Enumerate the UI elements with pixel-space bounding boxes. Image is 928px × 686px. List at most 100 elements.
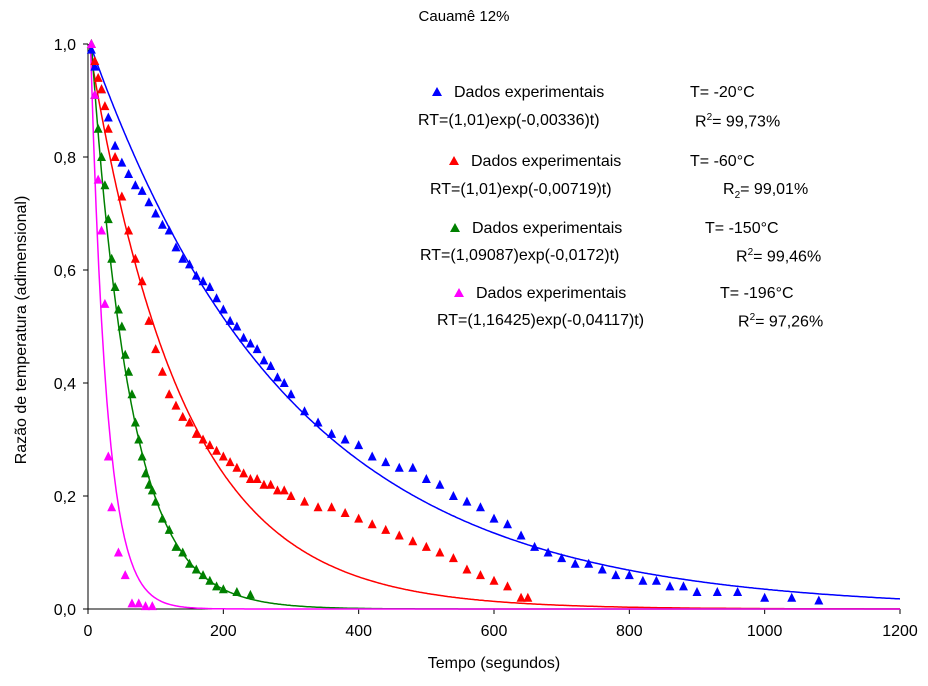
- data-point-series-3: [198, 570, 208, 580]
- y-tick-label: 0,8: [54, 150, 76, 167]
- x-tick-label: 1200: [882, 623, 918, 640]
- data-point-series-2: [327, 502, 337, 512]
- legend-equation: RT=(1,01)exp(-0,00336)t): [418, 112, 600, 129]
- data-point-series-2: [232, 462, 242, 472]
- legend-series-name: Dados experimentais: [472, 220, 623, 237]
- data-point-series-2: [245, 474, 255, 484]
- legend-temperature: T= -60°C: [690, 153, 755, 170]
- data-point-series-2: [408, 536, 418, 546]
- data-point-series-4: [141, 601, 151, 611]
- data-point-series-1: [543, 547, 553, 557]
- data-point-series-1: [164, 225, 174, 235]
- data-point-series-3: [110, 281, 120, 291]
- x-tick-label: 1000: [747, 623, 783, 640]
- data-point-series-1: [259, 355, 269, 365]
- data-point-series-1: [354, 440, 364, 450]
- data-point-series-2: [272, 485, 282, 495]
- data-point-series-1: [733, 587, 743, 597]
- x-tick-label: 0: [84, 623, 93, 640]
- data-point-series-2: [151, 344, 161, 354]
- legend-temperature: T= -150°C: [705, 220, 779, 237]
- r2-label: R: [723, 181, 735, 198]
- legend-series-name: Dados experimentais: [476, 285, 627, 302]
- legend-entry-series-4: Dados experimentais: [454, 285, 626, 303]
- data-point-series-2: [239, 468, 249, 478]
- data-point-series-1: [665, 581, 675, 591]
- data-point-series-3: [185, 558, 194, 568]
- data-point-series-2: [489, 575, 499, 585]
- data-point-series-3: [137, 451, 147, 461]
- data-point-series-3: [107, 253, 117, 263]
- data-point-series-1: [448, 491, 458, 500]
- data-point-series-1: [239, 332, 249, 342]
- x-tick-label: 800: [616, 623, 643, 640]
- data-point-series-1: [570, 558, 580, 568]
- data-point-series-1: [381, 457, 391, 467]
- x-axis-label: Tempo (segundos): [427, 655, 561, 672]
- data-point-series-1: [198, 276, 208, 286]
- data-point-series-1: [144, 197, 154, 207]
- legend-equation: RT=(1,16425)exp(-0,04117)t): [437, 312, 645, 329]
- data-point-series-3: [212, 581, 222, 591]
- data-point-series-2: [462, 564, 472, 574]
- data-point-series-1: [503, 519, 513, 529]
- data-point-series-4: [107, 502, 117, 512]
- r2-value: = 97,26%: [755, 313, 824, 331]
- data-point-series-3: [245, 589, 255, 599]
- data-point-series-1: [814, 595, 824, 605]
- data-point-series-2: [117, 191, 127, 201]
- data-point-series-1: [266, 361, 276, 371]
- data-point-series-4: [127, 598, 137, 608]
- r2-label: R: [736, 248, 748, 266]
- x-tick-label: 200: [210, 623, 237, 640]
- r2-script: 2: [749, 312, 756, 323]
- data-point-series-3: [151, 496, 161, 506]
- data-point-series-3: [93, 123, 103, 133]
- data-point-series-3: [144, 479, 154, 489]
- data-point-series-3: [134, 434, 144, 444]
- data-point-series-2: [198, 434, 208, 444]
- legend-series-name: Dados experimentais: [454, 84, 605, 101]
- legend-temperature: T= -20°C: [690, 84, 755, 101]
- data-point-series-1: [178, 253, 188, 263]
- data-point-series-1: [597, 564, 607, 574]
- r2-script: 2: [734, 190, 741, 202]
- data-point-series-1: [232, 321, 242, 331]
- data-point-series-2: [164, 389, 174, 399]
- data-point-series-1: [225, 315, 235, 325]
- data-point-series-1: [130, 180, 140, 190]
- data-point-series-1: [462, 496, 472, 506]
- data-point-series-1: [624, 570, 634, 580]
- data-point-series-2: [157, 366, 167, 376]
- data-point-series-3: [191, 564, 201, 574]
- y-tick-label: 0,0: [54, 602, 76, 619]
- data-point-series-3: [141, 468, 151, 478]
- data-point-series-3: [205, 575, 215, 585]
- data-point-series-1: [279, 378, 289, 387]
- data-point-series-3: [117, 321, 127, 331]
- data-point-series-1: [638, 575, 648, 585]
- data-point-series-2: [212, 445, 222, 455]
- data-point-series-1: [286, 389, 296, 399]
- data-point-series-4: [147, 601, 157, 611]
- legend-r-squared: R2= 99,01%: [723, 181, 808, 201]
- data-point-series-2: [313, 502, 323, 512]
- data-point-series-2: [110, 152, 120, 161]
- data-point-series-4: [93, 174, 103, 184]
- data-point-series-2: [100, 101, 110, 111]
- data-point-series-3: [218, 584, 228, 594]
- r2-script: 2: [706, 112, 713, 123]
- data-point-series-3: [130, 417, 140, 427]
- data-point-series-1: [137, 185, 147, 195]
- data-point-series-2: [252, 474, 262, 484]
- data-point-series-2: [279, 485, 289, 495]
- data-point-series-2: [503, 581, 513, 591]
- data-point-series-1: [787, 592, 797, 602]
- data-point-series-3: [171, 541, 181, 551]
- data-point-series-4: [113, 547, 123, 557]
- triangle-marker-icon: [450, 223, 460, 232]
- data-point-series-3: [103, 214, 113, 224]
- y-tick-label: 1,0: [54, 37, 76, 54]
- r2-label: R: [738, 313, 750, 331]
- data-point-series-1: [760, 592, 770, 602]
